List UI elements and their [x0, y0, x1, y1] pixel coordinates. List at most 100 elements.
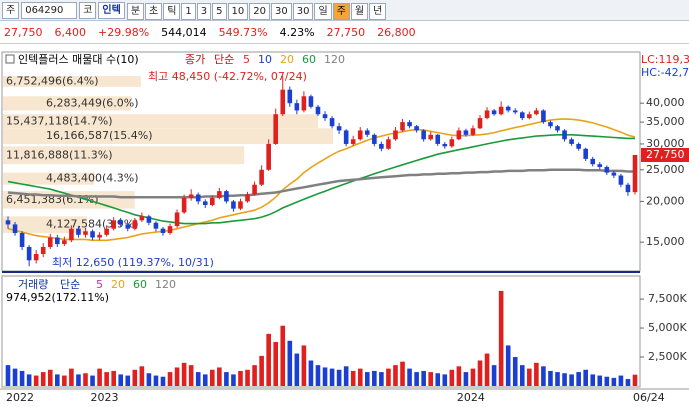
candle-body: [632, 154, 638, 193]
volume-ma-kind: 단순: [60, 278, 80, 291]
period-button[interactable]: 일: [314, 2, 332, 20]
period-button[interactable]: 30: [271, 2, 292, 20]
volume-bar: [210, 369, 215, 386]
volume-bar: [372, 370, 377, 386]
candle-body: [90, 231, 95, 238]
candle-body: [449, 139, 455, 147]
candle-body: [322, 114, 328, 119]
y-tick-label: 35,000: [646, 115, 685, 128]
volume-bar: [414, 372, 419, 386]
volume-bar: [336, 369, 342, 386]
profile-label: 4,127,584(3.9%): [46, 218, 139, 231]
candle-body: [40, 246, 46, 254]
candle-body: [308, 96, 314, 107]
volume-bar: [442, 374, 448, 386]
volume-bar: [400, 361, 405, 386]
vol-tick-label: 7,500K: [648, 292, 687, 305]
candle-body: [26, 246, 32, 261]
code-input[interactable]: 064290: [21, 1, 78, 19]
period-button[interactable]: 30: [292, 2, 314, 20]
stock-name[interactable]: 인텍: [98, 1, 125, 19]
volume-bar: [597, 375, 603, 386]
prefix[interactable]: 코: [79, 1, 97, 19]
candle-body: [12, 224, 18, 234]
profile-bar: [3, 172, 95, 185]
volume-bar: [463, 372, 469, 386]
volume-bar: [386, 368, 391, 386]
vol-tick-label: 5,000K: [648, 321, 687, 334]
period-button[interactable]: 3: [196, 2, 212, 20]
volume-bar: [252, 365, 257, 386]
volume-bar: [202, 374, 208, 386]
period-button[interactable]: 분: [126, 2, 145, 20]
period-button[interactable]: 주: [332, 2, 350, 20]
candle-body: [456, 130, 462, 140]
x-tick-label: 06/24: [633, 391, 665, 404]
volume-bar: [104, 372, 109, 386]
profile-bar: [3, 128, 333, 144]
period-button[interactable]: 초: [145, 2, 163, 20]
volume-bar: [435, 373, 441, 386]
candle-body: [604, 166, 610, 173]
volume-bar: [421, 370, 426, 386]
price-marker-box: [641, 147, 689, 162]
quote-row: 27,750 6,400 +29.98% 544,014 549.73% 4.2…: [0, 22, 689, 44]
y-tick-label: 20,000: [646, 194, 685, 207]
candle-body: [118, 220, 124, 225]
volume-bar: [379, 372, 384, 386]
y-tick-label: 25,000: [646, 163, 685, 176]
volume-bar: [111, 370, 116, 386]
change: 6,400: [54, 26, 87, 39]
volume-bar: [534, 362, 539, 386]
candle-body: [280, 89, 286, 115]
period-button[interactable]: 1: [181, 2, 196, 20]
candle-body: [407, 122, 412, 127]
volume-bar: [132, 369, 138, 386]
period-button[interactable]: 5: [212, 2, 227, 20]
period-button[interactable]: 10: [227, 2, 249, 20]
period-button[interactable]: 20: [249, 2, 271, 20]
candle-body: [372, 134, 377, 144]
volume-bar: [576, 372, 581, 386]
candle-body: [470, 128, 476, 135]
candle-body: [519, 112, 525, 119]
volume-bar: [484, 353, 490, 386]
volume-bar: [125, 375, 131, 386]
candle-body: [618, 175, 624, 185]
candle-body: [393, 130, 398, 140]
candle-body: [167, 226, 173, 234]
market[interactable]: 주: [2, 1, 20, 19]
candle-body: [195, 194, 201, 202]
volume-bar: [245, 369, 250, 386]
candle-body: [590, 158, 596, 165]
candle-body: [259, 169, 264, 185]
candle-body: [153, 222, 159, 229]
volume-bar: [555, 372, 560, 386]
ma-title: 종가: [185, 53, 205, 66]
period-button[interactable]: 월: [350, 2, 369, 20]
volume-bar: [562, 373, 567, 386]
volume-bar: [519, 365, 525, 386]
candle-body: [357, 130, 363, 140]
candle-body: [19, 233, 25, 247]
period-group: 분 초 틱 1 3 5 10 20 30 30 일 주 월 년: [126, 2, 387, 20]
ma-line: [7, 168, 635, 199]
volume-bar: [625, 379, 631, 386]
candle-body: [421, 130, 426, 140]
candle-body: [188, 194, 194, 198]
candle-body: [576, 143, 581, 149]
volume-bar: [329, 368, 335, 386]
y-tick-label: 40,000: [646, 96, 685, 109]
price-marker-label: 27,750: [646, 148, 685, 161]
volume-bar: [195, 372, 201, 386]
candle-body: [534, 110, 539, 115]
candle-body: [625, 184, 631, 193]
volume-bar: [541, 366, 546, 386]
period-button[interactable]: 년: [369, 2, 387, 20]
candle-body: [146, 216, 152, 223]
period-button[interactable]: 틱: [163, 2, 181, 20]
candle-body: [329, 118, 335, 127]
volume-bar: [350, 370, 356, 386]
chart: 6,752,496(6.4%) 6,283,449(6.0%) 15,437,118…: [0, 51, 689, 404]
volume-bar: [512, 357, 518, 386]
